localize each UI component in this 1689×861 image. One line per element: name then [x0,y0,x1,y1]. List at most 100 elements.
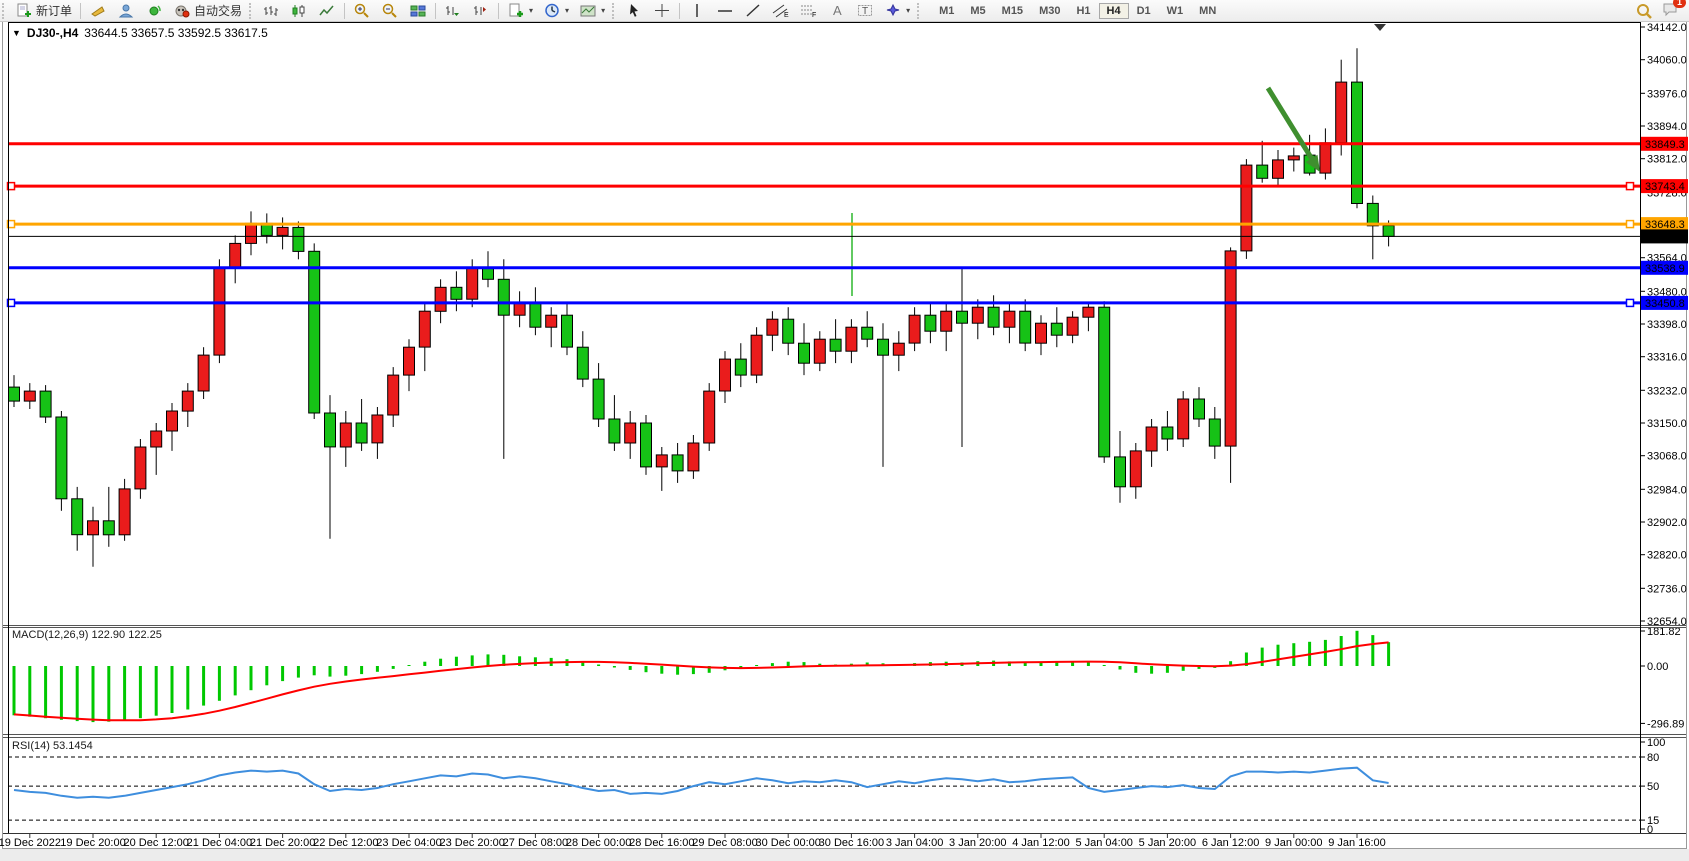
chart-shift-button[interactable] [467,1,495,21]
tile-windows-button[interactable] [404,1,432,21]
candlestick-chart-button[interactable] [285,1,313,21]
timeframe-mn[interactable]: MN [1199,4,1217,17]
candle [813,331,826,372]
chart-shift-marker[interactable] [1374,24,1386,31]
template-button[interactable]: ▾ [574,1,610,21]
auto-trading-icon [173,3,191,19]
candle [671,443,684,483]
time-tick-label: 28 Dec 00:00 [566,837,631,849]
bar-chart-button[interactable] [257,1,285,21]
price-line-tag [1641,295,1688,310]
cursor-icon [625,3,643,19]
svg-text:T: T [862,6,868,17]
time-tick-label: 21 Dec 20:00 [250,837,315,849]
cursor-button[interactable] [620,1,648,21]
fibonacci-button[interactable]: F [795,1,823,21]
candle [734,343,747,388]
search-icon[interactable] [1635,3,1653,19]
price-tick-label: 33894.0 [1647,121,1687,133]
timeframe-d1[interactable]: D1 [1136,4,1151,17]
chevron-down-icon: ▼ [12,28,21,38]
zoom-in-button[interactable] [348,1,376,21]
candle [940,303,953,352]
time-tick-label: 9 Jan 16:00 [1328,837,1386,849]
timeframe-w1[interactable]: W1 [1166,4,1184,17]
timeframe-m1[interactable]: M1 [939,4,955,17]
timeframe-m15[interactable]: M15 [1001,4,1024,17]
candle [1003,303,1016,344]
notification-badge: 1 [1672,0,1686,8]
horizontal-line-button[interactable] [711,1,739,21]
periods-button[interactable]: ▾ [538,1,574,21]
new-order-button[interactable]: 新订单 [10,1,77,21]
crosshair-button[interactable] [648,1,676,21]
svg-text:F: F [812,12,816,18]
market-watch-button[interactable] [84,1,112,21]
line-chart-button[interactable] [313,1,341,21]
time-tick-label: 20 Dec 12:00 [123,837,188,849]
profile-button[interactable] [112,1,140,21]
new-order-icon [15,3,33,19]
timeframe-h1[interactable]: H1 [1076,4,1091,17]
vertical-line-button[interactable] [683,1,711,21]
time-tick-label: 19 Dec 2022 [0,837,61,849]
trendline-icon [744,3,762,19]
hline-handle[interactable] [1625,219,1635,229]
candle [877,323,889,467]
trend-arrow-head[interactable] [1305,154,1320,172]
chart-shift-icon [472,3,490,19]
time-tick-label: 19 Dec 20:00 [60,837,125,849]
add-indicator-button[interactable]: ▾ [502,1,538,21]
auto-trading-button[interactable]: 自动交易 [168,1,247,21]
candle [23,383,36,409]
candle [640,415,652,475]
candle [87,506,99,567]
trend-arrow-line[interactable] [1265,86,1317,165]
hline-handle[interactable] [6,219,16,229]
candle [1256,140,1269,183]
signal-icon [145,3,163,19]
candle [1224,247,1237,483]
bar-chart-icon [262,3,280,19]
timeframe-h4[interactable]: H4 [1098,2,1129,19]
hline-handle[interactable] [6,298,16,308]
chevron-down-icon: ▾ [601,6,606,15]
vertical-line-icon [688,3,706,19]
hline-handle[interactable] [1625,181,1635,191]
chart-title[interactable]: ▼ DJ30-,H4 33644.5 33657.5 33592.5 33617… [12,26,268,40]
notifications-button[interactable]: 1 [1661,0,1686,20]
timeframe-m30[interactable]: M30 [1039,4,1061,17]
equidistant-channel-button[interactable]: E [767,1,795,21]
template-icon [579,3,597,19]
auto-scroll-button[interactable] [439,1,467,21]
signal-button[interactable] [140,1,168,21]
candle [1082,303,1095,332]
candle [1161,411,1174,451]
price-tick-label: 33316.0 [1647,352,1687,364]
hline-handle[interactable] [6,181,16,191]
candle [1066,311,1079,344]
candle [719,351,731,403]
candle [118,478,131,541]
candle [592,363,605,427]
text-button[interactable]: A [823,1,851,21]
macd-name: MACD(12,26,9) [12,629,89,641]
text-label-button[interactable]: T [851,1,879,21]
clock-icon [543,3,561,19]
trendline-button[interactable] [739,1,767,21]
price-tick-label: 33150.0 [1647,418,1687,430]
arrows-button[interactable]: ▾ [879,1,915,21]
zoom-out-button[interactable] [376,1,404,21]
price-tick-label: 32902.0 [1647,517,1687,529]
separator [679,2,681,19]
hline-handle[interactable] [1625,298,1635,308]
price-line-tag [1641,217,1688,232]
rsi-name: RSI(14) [12,740,50,752]
macd-tick-label: 181.82 [1647,626,1681,638]
text-icon: A [828,3,846,19]
timeframe-m5[interactable]: M5 [970,4,986,17]
time-tick-label: 22 Dec 12:00 [313,837,378,849]
candle [703,383,716,451]
candle [956,267,968,447]
